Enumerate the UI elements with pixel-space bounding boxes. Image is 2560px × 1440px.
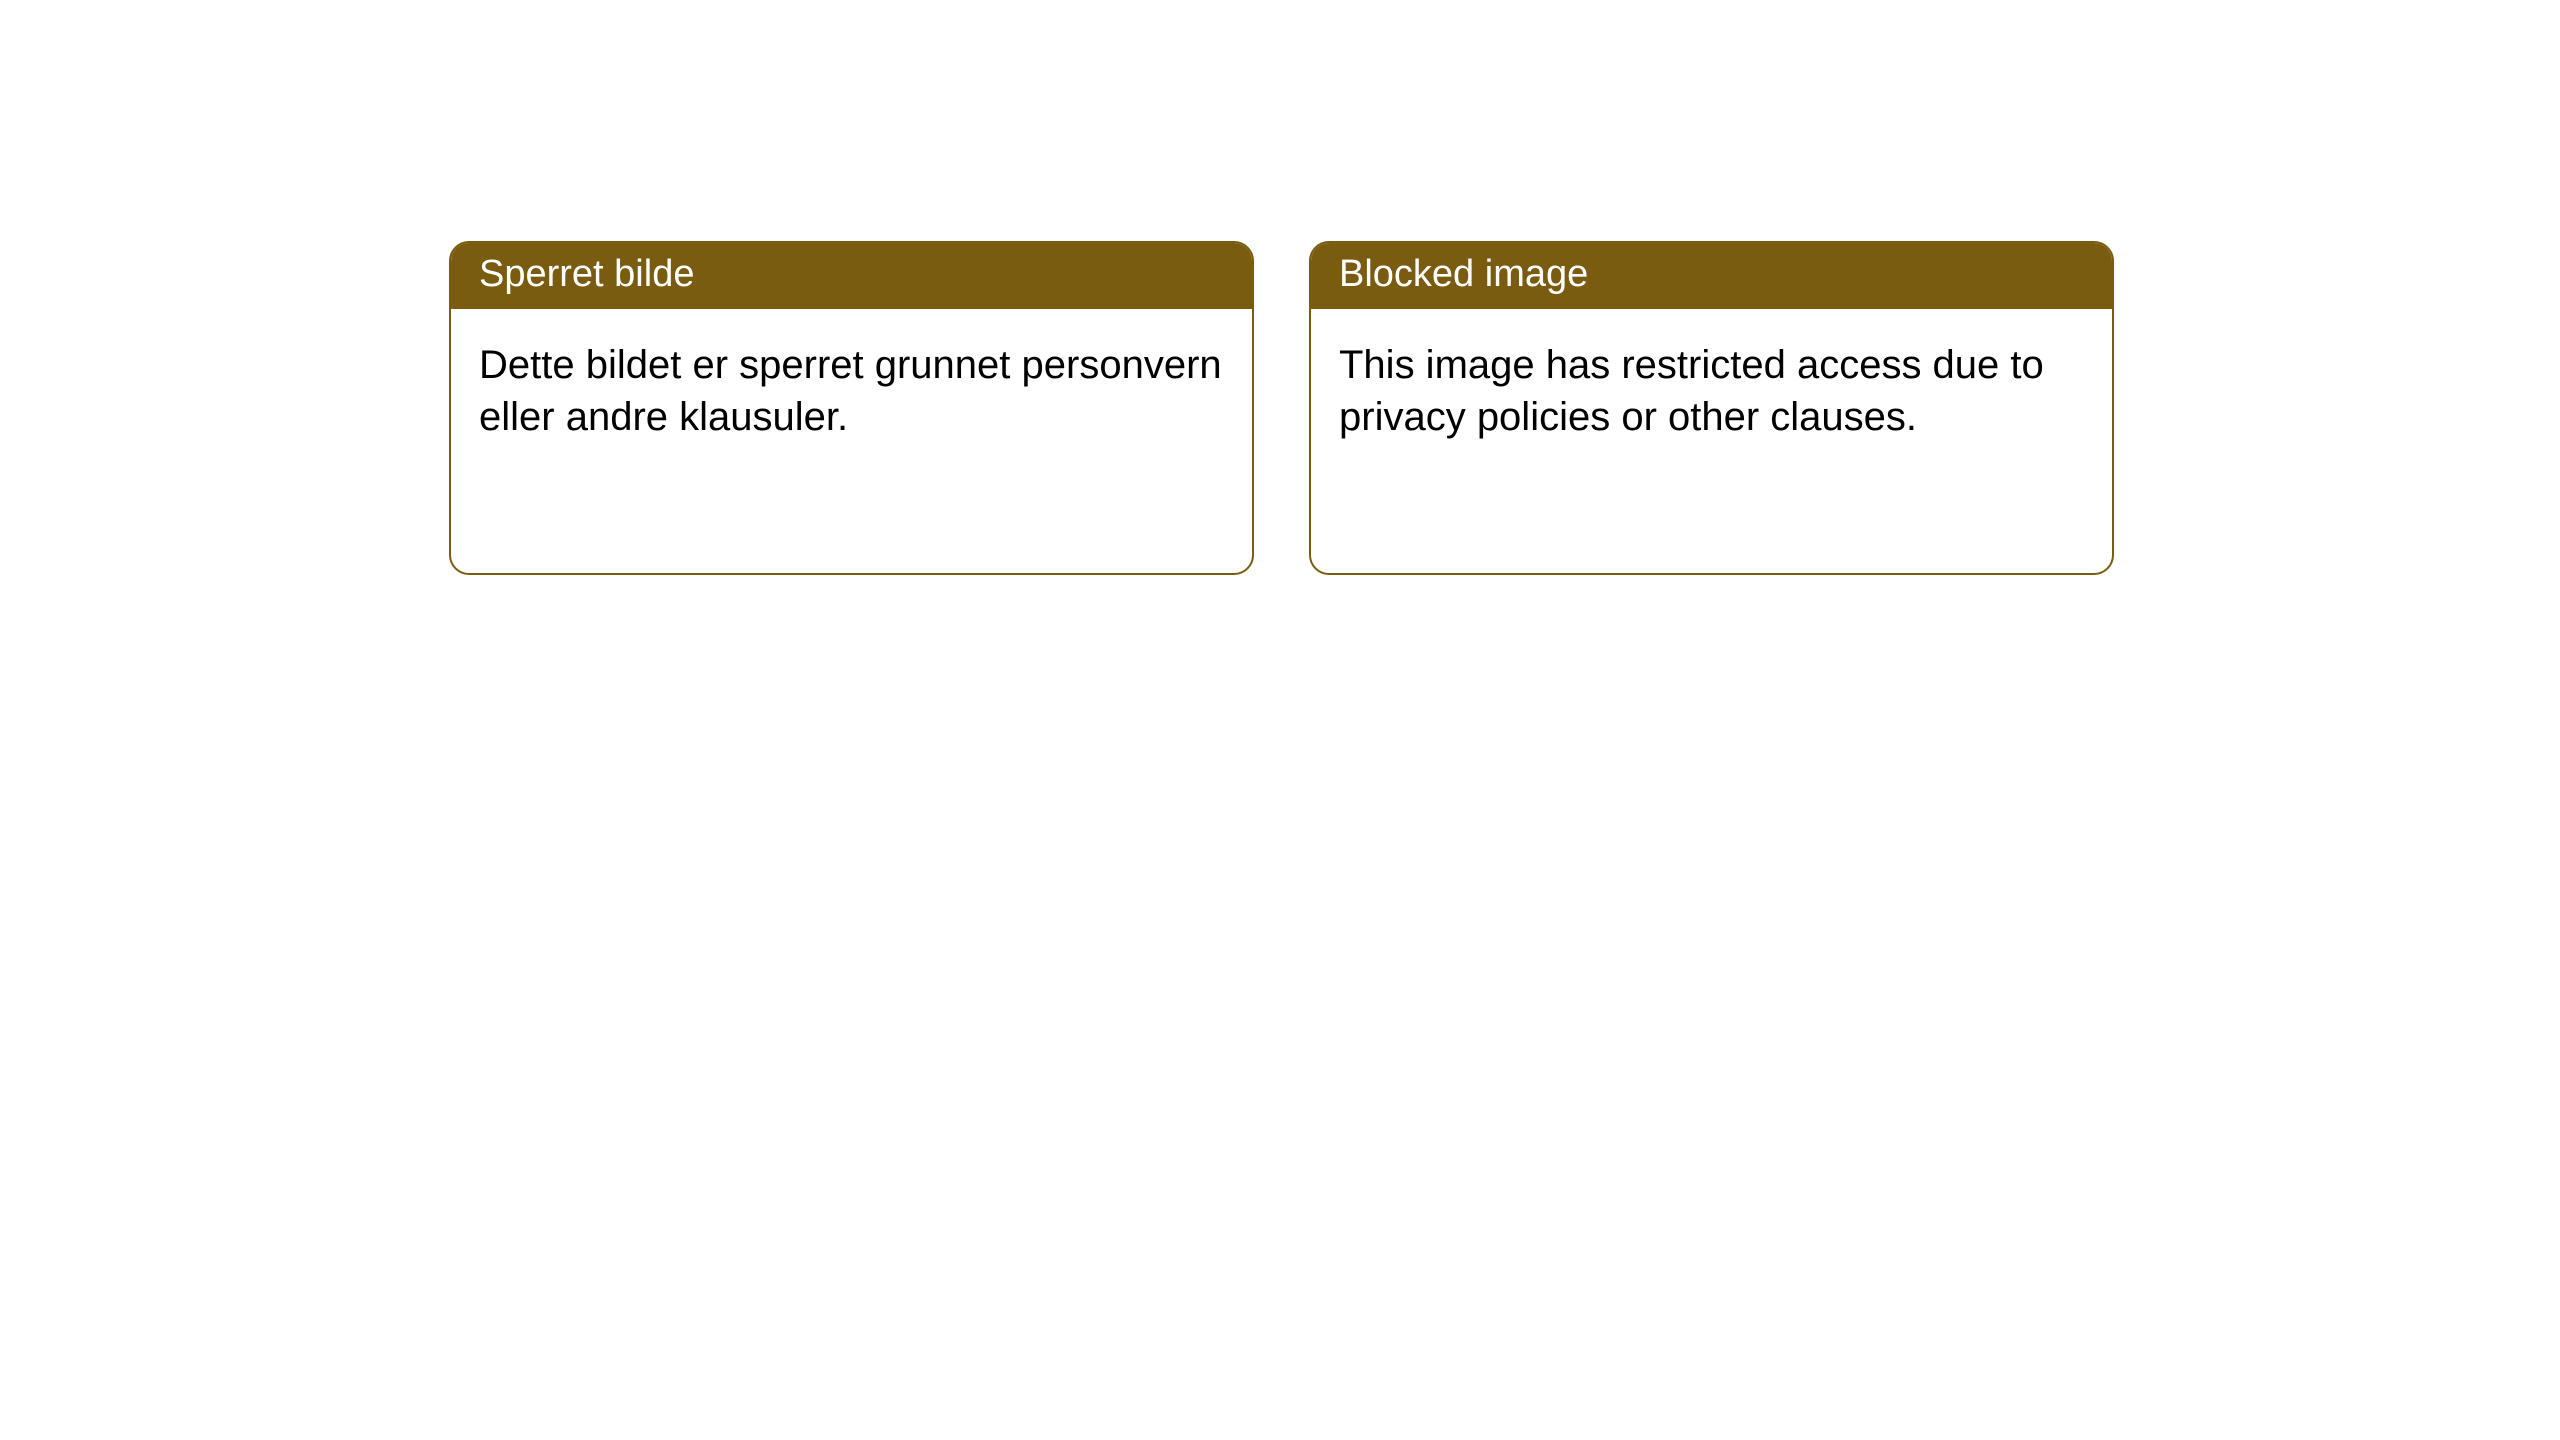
- notice-cards-container: Sperret bilde Dette bildet er sperret gr…: [449, 241, 2114, 575]
- card-body: Dette bildet er sperret grunnet personve…: [451, 309, 1252, 473]
- notice-card-english: Blocked image This image has restricted …: [1309, 241, 2114, 575]
- card-body: This image has restricted access due to …: [1311, 309, 2112, 473]
- card-header: Sperret bilde: [451, 243, 1252, 309]
- notice-card-norwegian: Sperret bilde Dette bildet er sperret gr…: [449, 241, 1254, 575]
- card-header: Blocked image: [1311, 243, 2112, 309]
